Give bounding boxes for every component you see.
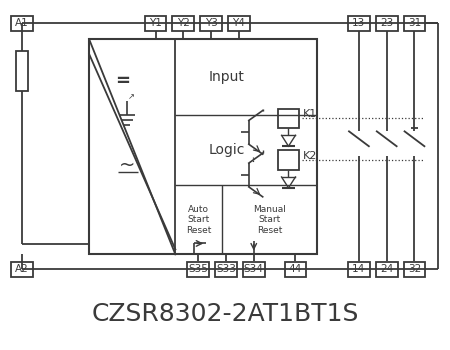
Text: 13: 13 [352, 18, 365, 28]
Bar [278, 150, 299, 170]
Bar [11, 262, 32, 277]
Bar [243, 262, 265, 277]
Text: Y3: Y3 [205, 18, 217, 28]
Bar [404, 262, 425, 277]
Text: 31: 31 [408, 18, 421, 28]
Bar [144, 16, 166, 31]
Text: 44: 44 [289, 264, 302, 274]
Text: S33: S33 [216, 264, 236, 274]
Text: Y2: Y2 [177, 18, 190, 28]
Text: Y1: Y1 [149, 18, 162, 28]
Bar [348, 16, 370, 31]
Bar [284, 262, 306, 277]
Text: Logic: Logic [208, 143, 245, 157]
Text: Auto
Start
Reset: Auto Start Reset [186, 205, 212, 235]
Text: CZSR8302-2AT1BT1S: CZSR8302-2AT1BT1S [91, 302, 359, 326]
Text: 32: 32 [408, 264, 421, 274]
Text: ~: ~ [119, 156, 135, 175]
Text: 24: 24 [380, 264, 393, 274]
Text: A2: A2 [15, 264, 28, 274]
Text: 23: 23 [380, 18, 393, 28]
Bar [376, 16, 398, 31]
Bar [11, 16, 32, 31]
Bar [200, 16, 222, 31]
Bar [404, 16, 425, 31]
Bar [376, 262, 398, 277]
Text: Manual
Start
Reset: Manual Start Reset [253, 205, 286, 235]
Bar [172, 16, 194, 31]
Bar [187, 262, 209, 277]
Text: S34: S34 [244, 264, 264, 274]
Text: ↗: ↗ [128, 92, 135, 101]
Bar [16, 51, 27, 91]
Bar [348, 262, 370, 277]
Text: =: = [115, 72, 130, 90]
Text: Y4: Y4 [233, 18, 245, 28]
Text: S35: S35 [188, 264, 208, 274]
Text: Input: Input [208, 70, 244, 84]
Text: K1: K1 [303, 110, 318, 119]
Bar [278, 108, 299, 128]
Text: K2: K2 [303, 151, 318, 161]
Text: A1: A1 [15, 18, 28, 28]
Text: 14: 14 [352, 264, 365, 274]
Bar [215, 262, 237, 277]
Bar [89, 39, 317, 254]
Bar [228, 16, 250, 31]
